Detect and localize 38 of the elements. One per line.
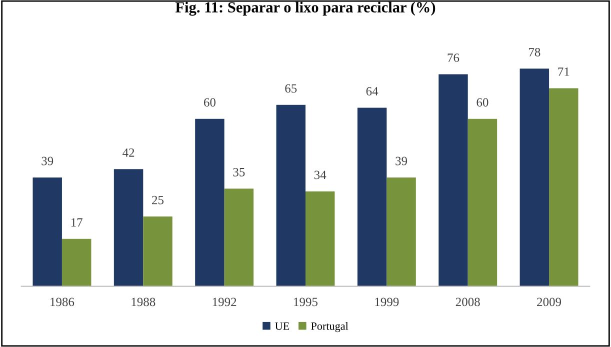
x-tick-label: 1992 [212,298,236,306]
data-label: 60 [204,98,216,107]
x-tick-label: 2009 [537,298,562,306]
bar [276,104,306,286]
bar [357,108,387,286]
data-label: 17 [71,218,82,226]
bar [32,177,62,286]
bar [114,169,144,286]
legend-label: UE [275,322,290,330]
x-tick-label: 1999 [375,298,399,306]
data-label: 35 [233,168,245,176]
data-label: 34 [314,170,326,180]
bar [224,188,254,286]
data-label: 39 [42,156,54,166]
x-tick-label: 2008 [456,298,480,306]
bar [520,68,550,286]
x-tick-label: 1986 [50,298,74,306]
x-tick-label: 1988 [132,298,156,306]
x-tick-label: 1995 [294,298,318,306]
legend-label: Portugal [311,322,348,332]
data-label: 71 [558,68,570,76]
data-label: 25 [152,196,164,204]
bar [62,238,92,286]
data-label: 78 [528,48,540,56]
data-label: 65 [285,84,297,93]
data-label: 76 [448,54,460,62]
bar [468,118,498,286]
bar [386,177,416,286]
data-label: 42 [122,148,134,157]
bar [195,118,224,286]
data-label: 60 [476,98,488,107]
data-label: 64 [366,87,378,96]
bar [306,191,335,286]
bar [549,88,578,286]
bar [438,74,468,286]
chart-title: Fig. 11: Separar o lixo para reciclar (%) [175,2,436,16]
bar [143,216,172,286]
data-label: 39 [396,156,408,166]
